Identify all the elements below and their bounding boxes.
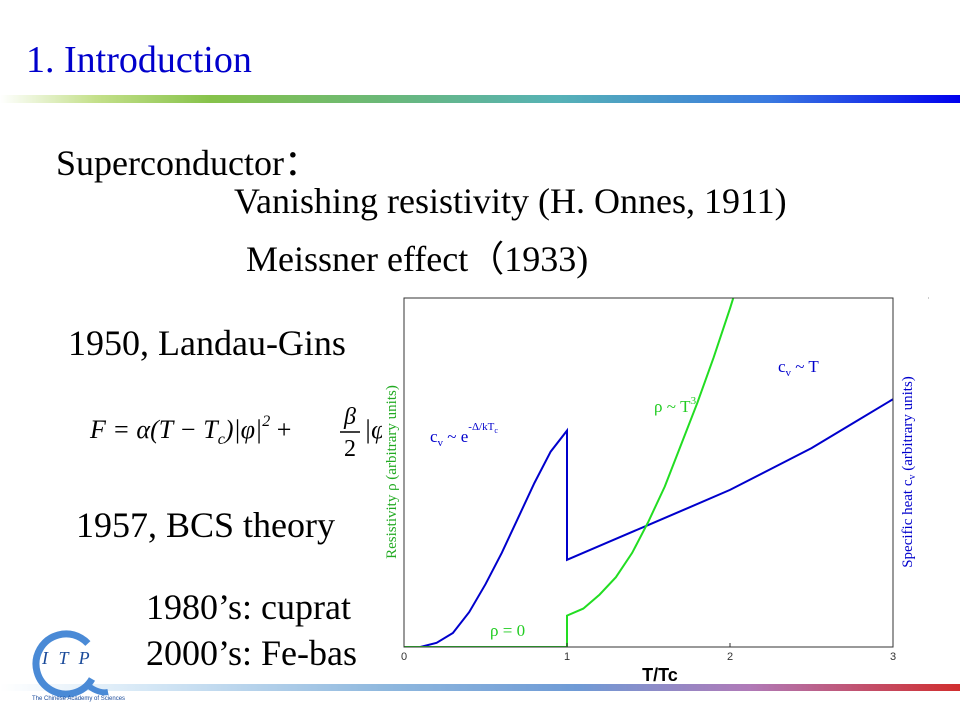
cv-exp-annotation: c bbox=[430, 427, 438, 446]
right-axis-label: Specific heat c bbox=[900, 479, 916, 568]
eq-mid: )|φ| bbox=[223, 415, 262, 444]
svg-text:F = α(T − Tc)|φ|2 +: F = α(T − Tc)|φ|2 + bbox=[89, 413, 291, 448]
rho-zero-annotation: ρ = 0 bbox=[490, 621, 525, 640]
svg-text:cv ~ e-Δ/kTc: cv ~ e-Δ/kTc bbox=[430, 421, 498, 449]
bcs-line: 1957, BCS theory bbox=[76, 505, 336, 545]
eq-lhs: F = α(T − T bbox=[89, 415, 219, 444]
right-axis-label-sub: v bbox=[907, 475, 918, 480]
footer-divider bbox=[0, 684, 960, 691]
x-tick-label: 3 bbox=[890, 651, 896, 663]
plot-axes-frame bbox=[403, 297, 894, 648]
eq-sup-2: 2 bbox=[262, 413, 270, 430]
superconductivity-figure: 0 1 2 3 T/Tc Resistivity ρ (arbitrary units… bbox=[382, 292, 930, 688]
cv-linear-annotation: c bbox=[778, 357, 786, 376]
svg-text:ρ ~ T3: ρ ~ T3 bbox=[654, 395, 697, 416]
superconductor-heading: Superconductor： bbox=[56, 143, 320, 183]
x-tick-label: 1 bbox=[564, 651, 570, 663]
cuprate-line: 1980’s: cuprat bbox=[146, 587, 351, 627]
x-tick-label: 2 bbox=[727, 651, 733, 663]
x-tick-label: 0 bbox=[401, 651, 407, 663]
eq-sub-c: c bbox=[218, 431, 225, 448]
svg-text:cv ~ T: cv ~ T bbox=[778, 357, 819, 379]
slide-title: 1. Introduction bbox=[26, 39, 252, 81]
resistivity-line: Vanishing resistivity (H. Onnes, 1911) bbox=[234, 181, 787, 221]
x-axis-label: T/Tc bbox=[642, 665, 678, 685]
fe-based-line: 2000’s: Fe-bas bbox=[146, 633, 357, 673]
left-axis-label: Resistivity ρ (arbitrary units) bbox=[384, 385, 400, 559]
title-divider bbox=[0, 95, 960, 103]
eq-frac-den: 2 bbox=[344, 436, 356, 462]
gl-equation: F = α(T − Tc)|φ|2 + β 2 |φ|4 bbox=[88, 394, 398, 464]
logo-subtitle: The Chinese Academy of Sciences bbox=[32, 696, 126, 702]
landau-line: 1950, Landau-Gins bbox=[68, 323, 346, 363]
svg-text:Specific heat cv (arbitrary un: Specific heat cv (arbitrary units) bbox=[900, 376, 918, 568]
logo-text: I T P bbox=[42, 648, 93, 668]
itp-logo bbox=[32, 630, 109, 698]
specific-heat-curve bbox=[404, 398, 893, 647]
meissner-line: Meissner effect（1933) bbox=[246, 239, 589, 279]
eq-frac-num: β bbox=[343, 404, 356, 430]
rho-t3-annotation: ρ ~ T bbox=[654, 397, 691, 416]
resistivity-specific-heat-plot: 0 1 2 3 T/Tc Resistivity ρ (arbitrary units… bbox=[384, 297, 929, 685]
eq-plus: + bbox=[270, 415, 291, 444]
resistivity-curve bbox=[404, 298, 735, 647]
right-axis-label-end: (arbitrary units) bbox=[900, 376, 916, 474]
